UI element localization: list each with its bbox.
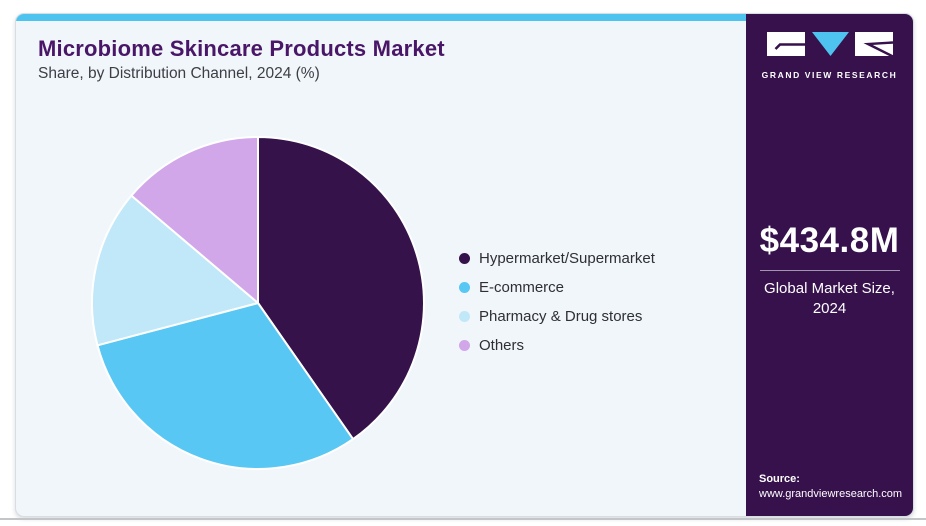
market-size-label-line1: Global Market Size, bbox=[764, 280, 895, 297]
pie-slice-3 bbox=[130, 136, 259, 304]
page-title: Microbiome Skincare Products Market bbox=[38, 36, 445, 61]
top-accent-strip bbox=[16, 14, 746, 21]
pie-chart bbox=[88, 133, 428, 473]
market-size-block: $434.8M Global Market Size, 2024 bbox=[746, 221, 913, 320]
legend-item-others: Others bbox=[459, 337, 655, 354]
legend-label: E-commerce bbox=[479, 279, 565, 296]
legend-label: Pharmacy & Drug stores bbox=[479, 308, 643, 325]
pie-slice-0 bbox=[257, 136, 425, 441]
page-subtitle: Share, by Distribution Channel, 2024 (%) bbox=[38, 65, 320, 82]
report-card: Microbiome Skincare Products Market Shar… bbox=[15, 13, 914, 517]
legend-item-hypermarket: Hypermarket/Supermarket bbox=[459, 250, 655, 267]
source-label: Source: bbox=[759, 473, 800, 486]
legend-dot bbox=[459, 340, 470, 351]
legend-item-ecommerce: E-commerce bbox=[459, 279, 655, 296]
legend-label: Hypermarket/Supermarket bbox=[479, 250, 655, 267]
market-size-label-line2: 2024 bbox=[812, 300, 847, 318]
source-block: Source: www.grandviewresearch.com bbox=[759, 472, 902, 502]
divider bbox=[759, 270, 900, 271]
pie-slice-1 bbox=[96, 302, 355, 470]
source-url-link[interactable]: www.grandviewresearch.com bbox=[759, 488, 903, 501]
brand-logo-block: GRAND VIEW RESEARCH bbox=[746, 31, 913, 80]
pie-chart-svg bbox=[91, 136, 425, 470]
legend-dot bbox=[459, 253, 470, 264]
legend-dot bbox=[459, 311, 470, 322]
brand-name: GRAND VIEW RESEARCH bbox=[761, 70, 898, 80]
legend-label: Others bbox=[479, 337, 525, 354]
brand-sidebar: GRAND VIEW RESEARCH $434.8M Global Marke… bbox=[746, 14, 913, 516]
market-size-label: Global Market Size, 2024 bbox=[746, 279, 913, 320]
legend-dot bbox=[459, 282, 470, 293]
pie-slice-2 bbox=[91, 194, 259, 347]
gvr-logo-icon bbox=[766, 32, 894, 58]
page-bottom-rule bbox=[0, 518, 926, 520]
market-size-value: $434.8M bbox=[759, 221, 900, 260]
chart-legend: Hypermarket/Supermarket E-commerce Pharm… bbox=[459, 250, 655, 354]
legend-item-pharmacy: Pharmacy & Drug stores bbox=[459, 308, 655, 325]
